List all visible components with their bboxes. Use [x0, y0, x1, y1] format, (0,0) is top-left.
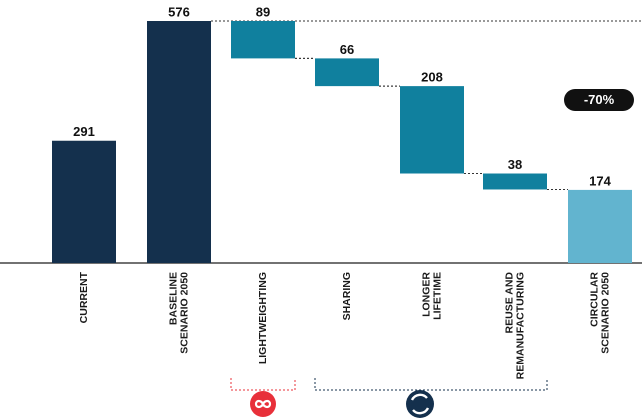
- x-tick-label-line: LIGHTWEIGHTING: [257, 272, 269, 364]
- value-label: 174: [589, 173, 611, 188]
- value-label: 576: [168, 4, 190, 19]
- bar: [315, 58, 379, 87]
- bar: [568, 189, 632, 263]
- x-tick-label: LONGERLIFETIME: [420, 272, 443, 320]
- x-tick-label-line: LIFETIME: [431, 272, 443, 320]
- x-tick-label-line: LONGER: [420, 272, 432, 317]
- x-tick-label-line: BASELINE: [167, 272, 179, 325]
- x-tick-label-line: SHARING: [341, 272, 353, 320]
- value-label: 208: [421, 70, 443, 85]
- x-tick-label-line: REMANUFACTURING: [514, 272, 526, 379]
- x-tick-label-line: REUSE AND: [503, 272, 515, 334]
- bar: [483, 173, 547, 190]
- value-label: 38: [508, 157, 522, 172]
- value-label: 89: [256, 4, 270, 19]
- bar: [231, 21, 295, 59]
- x-tick-label: SHARING: [341, 272, 353, 320]
- x-tick-label-line: CIRCULAR: [588, 272, 600, 327]
- bracket: [230, 378, 296, 391]
- x-tick-label-line: SCENARIO 2050: [178, 272, 190, 354]
- x-tick-label: CURRENT: [78, 271, 90, 323]
- x-tick-label: REUSE ANDREMANUFACTURING: [503, 272, 526, 380]
- badge-background: [564, 89, 634, 111]
- x-tick-label: BASELINESCENARIO 2050: [167, 272, 190, 354]
- bar: [400, 86, 464, 174]
- lightweighting-bracket: [230, 378, 296, 391]
- x-tick-label-line: SCENARIO 2050: [599, 272, 611, 354]
- circular-bracket: [314, 378, 548, 391]
- value-label: 66: [340, 42, 354, 57]
- x-tick-label-line: CURRENT: [78, 271, 90, 323]
- bar: [52, 140, 116, 263]
- x-tick-label: CIRCULARSCENARIO 2050: [588, 272, 611, 354]
- annotation: -70%: [584, 92, 615, 107]
- infinity-symbol: [254, 399, 272, 409]
- value-label: 291: [73, 124, 95, 139]
- bar: [147, 21, 211, 263]
- badge: -70%: [564, 89, 634, 111]
- circular-arrows: [410, 393, 430, 415]
- x-tick-label: LIGHTWEIGHTING: [257, 272, 269, 364]
- bracket: [314, 378, 548, 391]
